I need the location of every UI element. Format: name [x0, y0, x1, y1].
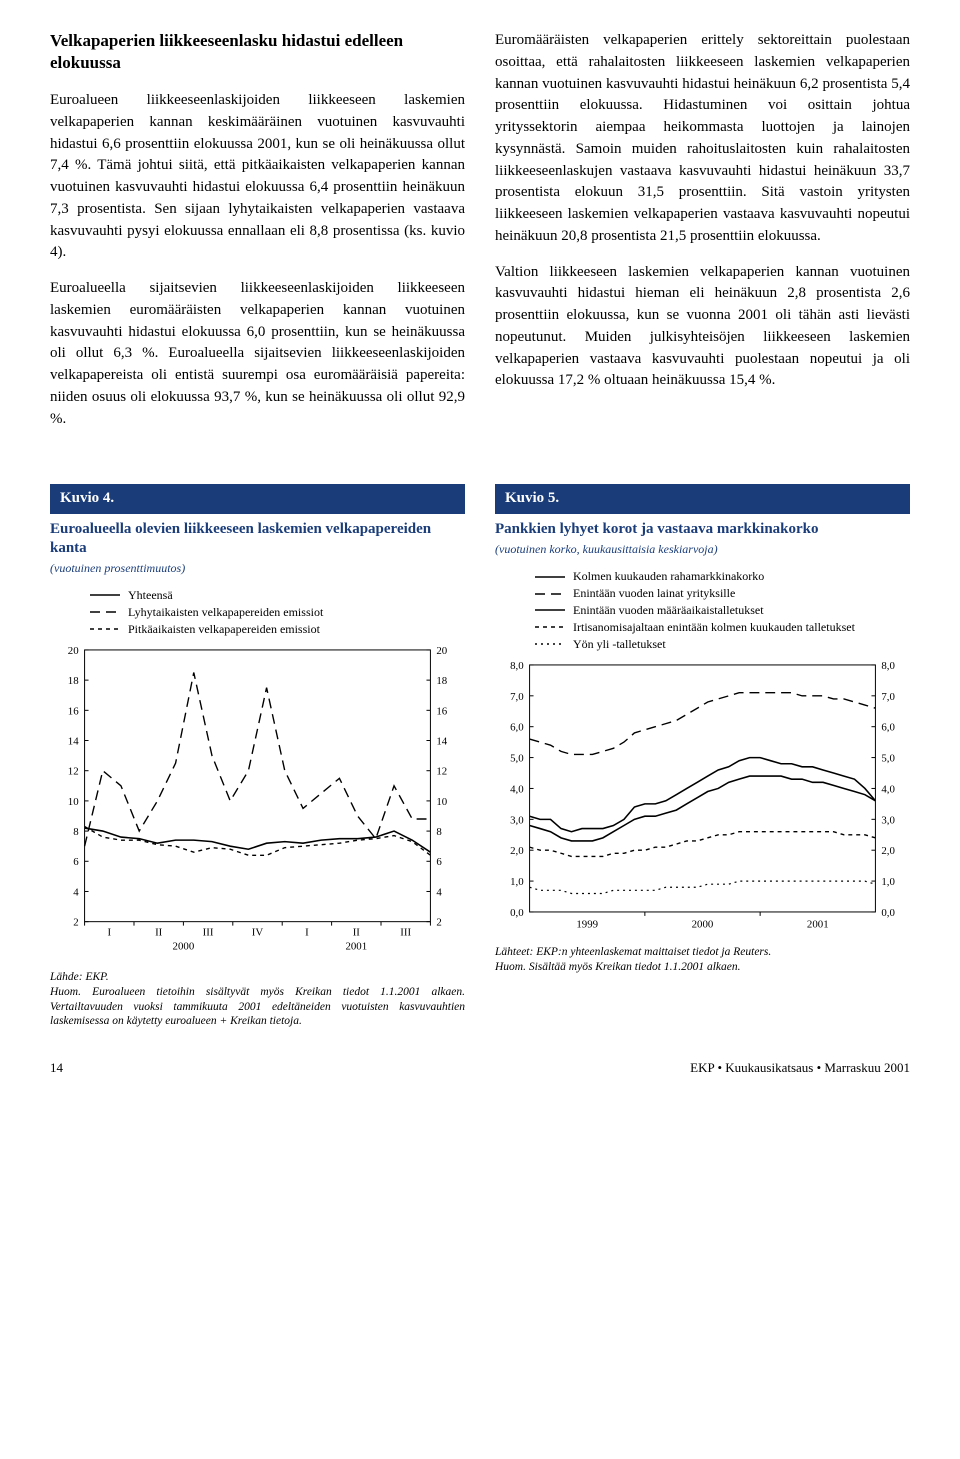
page: Velkapaperien liikkeeseenlasku hidastui …	[0, 0, 960, 1098]
chart-4-title: Euroalueella olevien liikkeeseen laskemi…	[50, 520, 465, 558]
chart-5-plot: 0,0 0,0 1,0 1,0 2,0 2,0 3,0 3,0 4,0 4,0 5,0 5,0 6,0 6…	[495, 660, 910, 937]
legend-item: Yhteensä	[90, 587, 465, 604]
svg-text:3,0: 3,0	[510, 815, 524, 827]
svg-text:10: 10	[436, 796, 447, 808]
svg-text:18: 18	[68, 676, 79, 688]
right-column: Euromääräisten velkapaperien erittely se…	[495, 30, 910, 444]
chart-5-subtitle: (vuotuinen korko, kuukausittaisia keskia…	[495, 541, 910, 558]
left-paragraph-1: Euroalueen liikkeeseenlaskijoiden liikke…	[50, 90, 465, 264]
svg-text:II: II	[353, 927, 361, 939]
svg-text:2,0: 2,0	[510, 845, 524, 857]
legend-item: Kolmen kuukauden rahamarkkinakorko	[535, 568, 910, 585]
right-paragraph-2: Valtion liikkeeseen laskemien velkapaper…	[495, 262, 910, 393]
svg-text:2001: 2001	[345, 941, 367, 953]
svg-text:I: I	[107, 927, 111, 939]
text-columns: Velkapaperien liikkeeseenlasku hidastui …	[50, 30, 910, 444]
svg-text:18: 18	[436, 676, 447, 688]
svg-text:14: 14	[436, 736, 447, 748]
left-column: Velkapaperien liikkeeseenlasku hidastui …	[50, 30, 465, 444]
svg-text:0,0: 0,0	[510, 907, 524, 919]
svg-text:14: 14	[68, 736, 79, 748]
svg-text:6: 6	[73, 857, 79, 869]
chart-4-block: Kuvio 4. Euroalueella olevien liikkeesee…	[50, 484, 465, 1029]
chart-5-title: Pankkien lyhyet korot ja vastaava markki…	[495, 520, 910, 539]
svg-text:12: 12	[436, 766, 447, 778]
section-heading: Velkapaperien liikkeeseenlasku hidastui …	[50, 30, 465, 74]
chart-5-legend: Kolmen kuukauden rahamarkkinakorkoEnintä…	[535, 568, 910, 652]
svg-text:II: II	[155, 927, 163, 939]
svg-text:2: 2	[436, 917, 441, 929]
svg-text:6,0: 6,0	[881, 722, 895, 734]
footer-right: EKP • Kuukausikatsaus • Marraskuu 2001	[690, 1059, 910, 1078]
svg-text:10: 10	[68, 796, 79, 808]
chart-4-legend: YhteensäLyhytaikaisten velkapapereiden e…	[90, 587, 465, 637]
svg-text:3,0: 3,0	[881, 815, 895, 827]
chart-5-note: Lähteet: EKP:n yhteenlaskemat maittaiset…	[495, 945, 910, 975]
svg-text:8,0: 8,0	[510, 660, 524, 672]
svg-text:4,0: 4,0	[881, 784, 895, 796]
svg-text:8: 8	[73, 827, 79, 839]
legend-item: Pitkäaikaisten velkapapereiden emissiot	[90, 621, 465, 638]
chart-4-subtitle: (vuotuinen prosenttimuutos)	[50, 560, 465, 577]
chart-4-header: Kuvio 4.	[50, 484, 465, 514]
svg-text:6,0: 6,0	[510, 722, 524, 734]
svg-text:4: 4	[436, 887, 442, 899]
svg-text:8,0: 8,0	[881, 660, 895, 672]
svg-text:2001: 2001	[807, 919, 829, 931]
page-number: 14	[50, 1059, 63, 1078]
legend-item: Lyhytaikaisten velkapapereiden emissiot	[90, 604, 465, 621]
svg-text:8: 8	[436, 827, 442, 839]
svg-text:2: 2	[73, 917, 78, 929]
svg-text:4: 4	[73, 887, 79, 899]
right-paragraph-1: Euromääräisten velkapaperien erittely se…	[495, 30, 910, 248]
svg-text:12: 12	[68, 766, 79, 778]
svg-text:7,0: 7,0	[881, 691, 895, 703]
svg-text:0,0: 0,0	[881, 907, 895, 919]
chart-4-plot: 22446688101012121414161618182020IIIIIIIV…	[50, 645, 465, 961]
chart-5-header: Kuvio 5.	[495, 484, 910, 514]
svg-text:5,0: 5,0	[881, 753, 895, 765]
svg-text:20: 20	[436, 645, 447, 657]
legend-item: Enintään vuoden määräaikaistalletukset	[535, 602, 910, 619]
footer: 14 EKP • Kuukausikatsaus • Marraskuu 200…	[50, 1059, 910, 1078]
svg-text:16: 16	[436, 706, 447, 718]
svg-text:III: III	[400, 927, 411, 939]
svg-text:IV: IV	[252, 927, 264, 939]
svg-text:1,0: 1,0	[881, 876, 895, 888]
svg-text:7,0: 7,0	[510, 691, 524, 703]
svg-text:6: 6	[436, 857, 442, 869]
svg-text:1999: 1999	[576, 919, 598, 931]
svg-text:5,0: 5,0	[510, 753, 524, 765]
svg-text:20: 20	[68, 645, 79, 657]
svg-text:1,0: 1,0	[510, 876, 524, 888]
legend-item: Yön yli -talletukset	[535, 636, 910, 653]
svg-text:2,0: 2,0	[881, 845, 895, 857]
svg-text:I: I	[305, 927, 309, 939]
svg-text:III: III	[203, 927, 214, 939]
charts-row: Kuvio 4. Euroalueella olevien liikkeesee…	[50, 484, 910, 1029]
svg-text:2000: 2000	[173, 941, 195, 953]
chart-5-block: Kuvio 5. Pankkien lyhyet korot ja vastaa…	[495, 484, 910, 1029]
svg-text:16: 16	[68, 706, 79, 718]
left-paragraph-2: Euroalueella sijaitsevien liikkeeseenlas…	[50, 278, 465, 430]
svg-text:2000: 2000	[692, 919, 714, 931]
svg-text:4,0: 4,0	[510, 784, 524, 796]
legend-item: Enintään vuoden lainat yrityksille	[535, 585, 910, 602]
legend-item: Irtisanomisajaltaan enintään kolmen kuuk…	[535, 619, 910, 636]
chart-4-note: Lähde: EKP.Huom. Euroalueen tietoihin si…	[50, 970, 465, 1030]
